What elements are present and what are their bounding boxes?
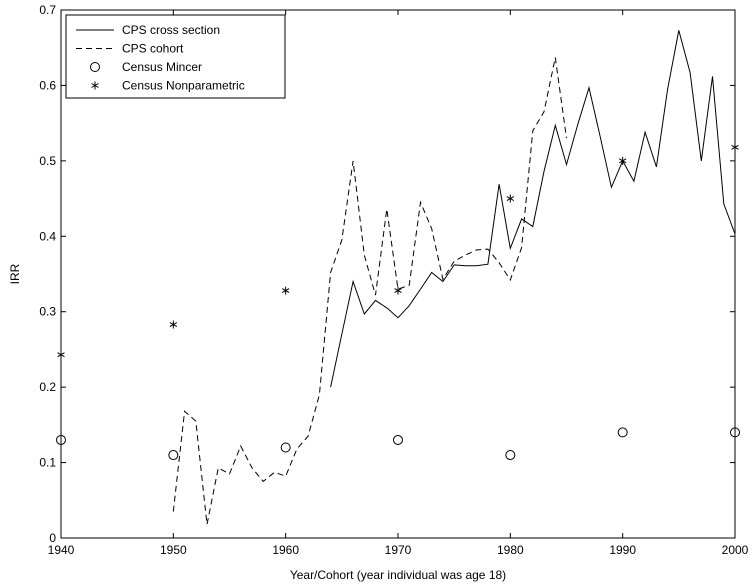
cps-cohort-line (172, 57, 567, 525)
x-tick-label: 2000 (722, 543, 749, 557)
census-nonparametric-point (506, 194, 515, 203)
y-tick-label: 0.3 (39, 305, 56, 319)
y-tick-label: 0.7 (39, 3, 56, 17)
y-axis-label: IRR (8, 263, 22, 284)
census-mincer-point (505, 450, 516, 461)
census-nonparametric-point (394, 286, 402, 295)
census-mincer-point (393, 434, 403, 445)
y-tick-label: 0.6 (39, 78, 56, 92)
y-tick-label: 0.1 (39, 456, 56, 470)
legend: CPS cross section CPS cohort Census Mincer… (65, 14, 286, 99)
star-stroke (169, 322, 178, 327)
legend-label-census-mincer: Census Mincer (122, 60, 202, 74)
legend-label-cps-cross-section: CPS cross section (122, 23, 220, 37)
star-stroke (394, 288, 402, 294)
star-stroke (281, 288, 290, 294)
x-tick-label: 1940 (48, 543, 75, 557)
star-stroke (57, 352, 65, 358)
legend-swatch-census-mincer (90, 62, 100, 72)
census-nonparametric-point (281, 286, 290, 295)
star-stroke (91, 83, 99, 88)
x-tick-label: 1990 (609, 543, 636, 557)
legend-box (65, 14, 286, 99)
x-tick-label: 1950 (160, 543, 187, 557)
y-tick-label: 0 (49, 531, 56, 545)
tick-layer: 1940 1950 1960 1970 1980 1990 2000 0 0.1 0.2 0.3 0.… (39, 3, 748, 557)
star-stroke (618, 158, 627, 164)
series-layer (56, 30, 740, 525)
x-tick-label: 1960 (272, 543, 299, 557)
x-axis-label: Year/Cohort (year individual was age 18) (290, 568, 506, 582)
y-tick-label: 0.2 (39, 380, 56, 394)
y-tick-label: 0.5 (39, 154, 56, 168)
census-mincer-point (617, 427, 628, 438)
y-tick-label: 0.4 (39, 229, 56, 243)
census-mincer-point (730, 427, 740, 438)
cps-cross-section-line (330, 30, 736, 388)
star-stroke (731, 144, 739, 150)
census-nonparametric-point (57, 350, 65, 359)
legend-label-cps-cohort: CPS cohort (122, 42, 184, 56)
census-mincer-point (168, 450, 179, 461)
star-stroke (506, 196, 515, 202)
x-tick-label: 1970 (385, 543, 412, 557)
legend-swatch-census-nonparametric (91, 81, 99, 90)
census-mincer-point (280, 442, 291, 453)
census-nonparametric-point (731, 143, 739, 152)
census-nonparametric-point (618, 156, 627, 165)
legend-label-census-nonparametric: Census Nonparametric (122, 79, 245, 93)
census-mincer-point (56, 434, 66, 445)
x-tick-label: 1980 (497, 543, 524, 557)
census-nonparametric-point (169, 320, 178, 329)
